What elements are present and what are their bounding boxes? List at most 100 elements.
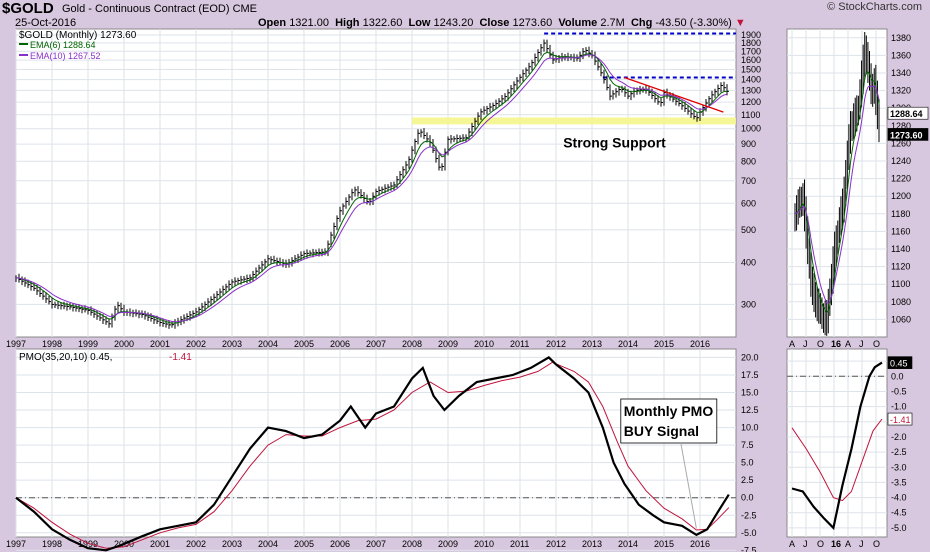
legend-ema10: EMA(10) 1267.52: [30, 51, 101, 61]
volume-value: 2.7M: [600, 17, 625, 29]
y-tick-label: 1240: [891, 156, 911, 166]
stockcharts-logo: © StockCharts.com: [827, 1, 922, 13]
x-tick-label: 2007: [366, 339, 386, 349]
x-tick-label: 2005: [294, 339, 314, 349]
y-tick-label: 1140: [891, 244, 910, 254]
pmo-annotation-line1: Monthly PMO: [624, 403, 714, 419]
support-band: [412, 117, 736, 125]
x-tick-label: O: [873, 339, 880, 349]
chg-value: -43.50 (-3.30%): [655, 17, 732, 29]
price-label-box: [887, 128, 929, 141]
annotation-strong-support: Strong Support: [563, 134, 666, 150]
y-tick-label: 300: [741, 299, 756, 309]
legend-ema6: EMA(6) 1288.64: [30, 40, 96, 50]
x-tick-label: 2002: [186, 539, 206, 549]
y-tick-label: 2.5: [741, 475, 754, 485]
x-tick-label: 2010: [474, 339, 494, 349]
y-tick-label: 20.0: [741, 352, 759, 362]
x-tick-label: A: [789, 339, 795, 349]
x-tick-label: 2004: [258, 539, 278, 549]
x-tick-label: 2010: [474, 539, 494, 549]
pmo-value-label: -1.41: [890, 415, 911, 425]
pmo-value-label-box: [887, 412, 913, 426]
y-tick-label: 0.0: [891, 371, 904, 381]
x-tick-label: A: [845, 339, 851, 349]
y-tick-label: 1360: [891, 50, 911, 60]
volume-label: Volume: [558, 17, 598, 29]
y-tick-label: -0.5: [891, 386, 907, 396]
chg-label: Chg: [630, 17, 653, 29]
y-tick-label: 5.0: [741, 458, 754, 468]
high-label: High: [335, 17, 360, 29]
y-tick-label: 1800: [741, 38, 761, 48]
y-tick-label: 1600: [741, 55, 761, 65]
y-tick-label: 1180: [891, 209, 910, 219]
low-label: Low: [408, 17, 431, 29]
pmo-value-label-box: [887, 356, 913, 369]
pmo-legend-signal: -1.41: [169, 352, 192, 363]
pmo-side-signal-line: [791, 418, 883, 502]
y-tick-label: 1380: [891, 33, 911, 43]
pmo-signal-line: [15, 361, 730, 549]
symbol-description: Gold - Continuous Contract (EOD) CME: [62, 3, 257, 15]
x-tick-label: J: [803, 539, 808, 549]
y-tick-label: 900: [741, 139, 756, 149]
x-tick-label: O: [817, 539, 824, 549]
y-tick-label: 800: [741, 156, 756, 166]
y-tick-label: -4.5: [891, 508, 907, 518]
y-tick-label: 500: [741, 225, 756, 235]
close-label: Close: [479, 17, 510, 29]
y-tick-label: 12.5: [741, 405, 759, 415]
y-tick-label: 1060: [891, 314, 911, 324]
x-tick-label: 2015: [654, 339, 674, 349]
y-tick-label: -4.0: [891, 493, 907, 503]
pmo-annotation-line2: BUY Signal: [624, 423, 699, 439]
y-tick-label: 1260: [891, 138, 911, 148]
y-tick-label: 1400: [741, 75, 761, 85]
ema10-line: [15, 54, 728, 323]
y-tick-label: -2.0: [891, 432, 907, 442]
x-tick-label: 1997: [6, 339, 26, 349]
date-label: 25-Oct-2016: [15, 17, 77, 29]
y-tick-label: -3.0: [891, 462, 907, 472]
x-tick-label: 2006: [330, 539, 350, 549]
x-tick-label: J: [859, 539, 864, 549]
panel-side: [786, 28, 888, 338]
price-bars: [15, 39, 729, 329]
x-tick-label: 2013: [582, 339, 602, 349]
y-tick-label: 1220: [891, 174, 911, 184]
y-tick-label: 7.5: [741, 440, 754, 450]
y-tick-label: 1200: [891, 191, 911, 201]
y-tick-label: 1500: [741, 65, 761, 75]
low-value: 1243.20: [433, 17, 474, 29]
pmo-value-label: 0.45: [890, 359, 908, 369]
legend-price: $GOLD (Monthly) 1273.60: [19, 30, 137, 41]
exchange-text: CME: [232, 3, 258, 15]
x-tick-label: O: [817, 339, 824, 349]
high-value: 1322.60: [362, 17, 403, 29]
x-tick-label: 2006: [330, 339, 350, 349]
y-tick-label: -5.0: [741, 528, 757, 538]
y-tick-label: -5.0: [891, 523, 907, 533]
x-tick-label: 2008: [402, 539, 422, 549]
pmo-line: [15, 356, 730, 552]
x-tick-label: 2016: [690, 339, 710, 349]
y-tick-label: 1000: [741, 124, 761, 134]
trendline: [624, 76, 724, 113]
y-tick-label: 1160: [891, 226, 910, 236]
y-tick-label: 1300: [741, 85, 761, 95]
x-tick-label: 2012: [546, 339, 566, 349]
y-tick-label: 700: [741, 176, 756, 186]
y-tick-label: -7.5: [741, 545, 757, 552]
y-tick-label: 1200: [741, 97, 761, 107]
x-tick-label: 1998: [42, 339, 62, 349]
x-tick-label: 2013: [582, 539, 602, 549]
down-arrow-icon: ▼: [734, 17, 746, 29]
y-tick-label: 10.0: [741, 423, 759, 433]
y-tick-label: 15.0: [741, 387, 759, 397]
x-tick-label: 2009: [438, 539, 458, 549]
y-tick-label: 600: [741, 198, 756, 208]
x-tick-label: 2003: [222, 339, 242, 349]
